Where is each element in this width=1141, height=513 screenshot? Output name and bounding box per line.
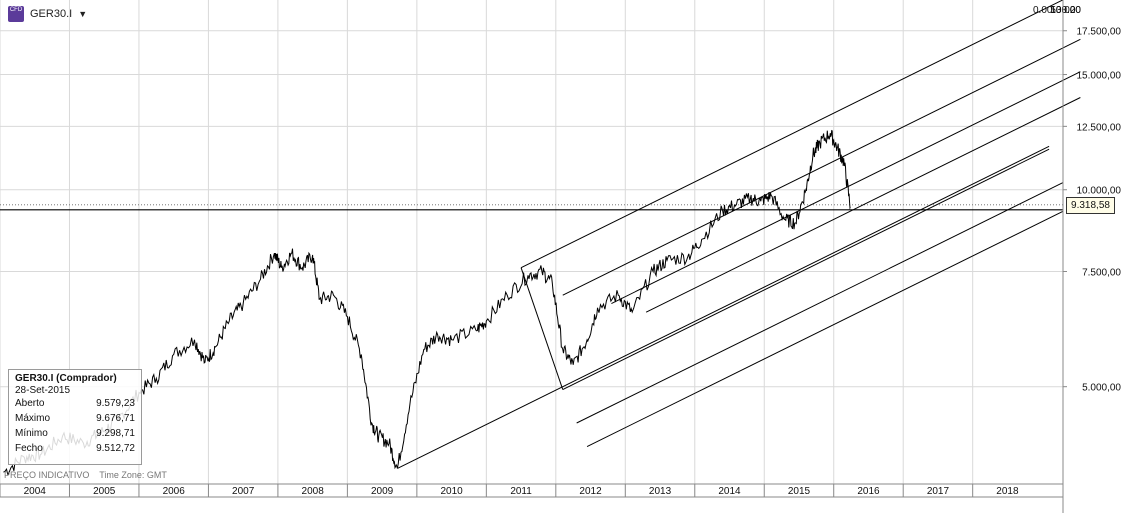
ohlc-info-box: GER30.I (Comprador) 28-Set-2015 Aberto 9… <box>8 369 142 465</box>
fib-channel-line[interactable] <box>562 148 1050 390</box>
price-line <box>3 129 851 477</box>
x-tick-label: 2010 <box>440 486 463 497</box>
fib-channel-line[interactable] <box>645 97 1081 313</box>
fib-level-label: 0.00 <box>1033 5 1053 16</box>
info-date: 28-Set-2015 <box>15 385 71 396</box>
fib-channel-line[interactable] <box>520 0 1064 269</box>
x-tick-label: 2016 <box>857 486 880 497</box>
y-tick-label: 7.500,00 <box>1082 267 1121 278</box>
x-tick-label: 2015 <box>788 486 811 497</box>
indicative-price-label: PREÇO INDICATIVO <box>4 470 90 480</box>
info-label: Máximo <box>15 413 51 424</box>
info-label: Fecho <box>15 443 43 454</box>
y-tick-label: 15.000,00 <box>1077 71 1122 82</box>
info-label: Aberto <box>15 398 45 409</box>
timezone-label: Time Zone: GMT <box>99 470 167 480</box>
y-tick-label: 12.500,00 <box>1077 122 1122 133</box>
x-tick-label: 2014 <box>718 486 741 497</box>
info-title: GER30.I (Comprador) <box>15 373 117 384</box>
fib-level-label: 100.00 <box>1050 5 1081 16</box>
info-row-high: Máximo 9.676,71 <box>15 411 135 426</box>
y-tick-label: 17.500,00 <box>1077 27 1122 38</box>
info-row-low: Mínimo 9.298,71 <box>15 426 135 441</box>
x-tick-label: 2011 <box>510 486 532 497</box>
fib-channel-line[interactable] <box>611 71 1081 304</box>
fib-level-label: 138.20 <box>1050 5 1081 16</box>
x-tick-label: 2009 <box>371 486 394 497</box>
current-price-tag: 9.318,58 <box>1066 197 1115 214</box>
info-row-close: Fecho 9.512,72 <box>15 441 135 456</box>
info-value: 9.676,71 <box>96 413 135 424</box>
x-tick-label: 2007 <box>232 486 255 497</box>
fib-channel-line[interactable] <box>576 182 1064 424</box>
x-tick-label: 2012 <box>579 486 602 497</box>
x-tick-label: 2008 <box>302 486 325 497</box>
info-row-open: Aberto 9.579,23 <box>15 396 135 411</box>
grid-lines <box>0 0 1063 484</box>
x-tick-label: 2004 <box>24 486 47 497</box>
y-tick-label: 10.000,00 <box>1077 186 1122 197</box>
footer-note: PREÇO INDICATIVO Time Zone: GMT <box>4 470 167 480</box>
x-tick-label: 2006 <box>163 486 186 497</box>
fib-channel-line[interactable] <box>397 145 1050 469</box>
x-tick-label: 2018 <box>996 486 1019 497</box>
x-tick-label: 2013 <box>649 486 672 497</box>
fib-anchor-line[interactable] <box>520 267 564 390</box>
cfd-icon: CFD <box>8 6 24 22</box>
fib-channel-line[interactable] <box>562 38 1081 296</box>
x-tick-label: 2005 <box>93 486 116 497</box>
info-label: Mínimo <box>15 428 48 439</box>
symbol-selector[interactable]: CFD GER30.I ▼ <box>8 6 87 22</box>
symbol-label: GER30.I <box>30 8 73 20</box>
info-value: 9.298,71 <box>96 428 135 439</box>
info-value: 9.512,72 <box>96 443 135 454</box>
fib-channel-line[interactable] <box>586 210 1064 448</box>
x-tick-label: 2017 <box>927 486 950 497</box>
y-tick-label: 5.000,00 <box>1082 383 1121 394</box>
price-series <box>3 129 851 477</box>
caret-down-icon[interactable]: ▼ <box>78 9 88 19</box>
info-value: 9.579,23 <box>96 398 135 409</box>
